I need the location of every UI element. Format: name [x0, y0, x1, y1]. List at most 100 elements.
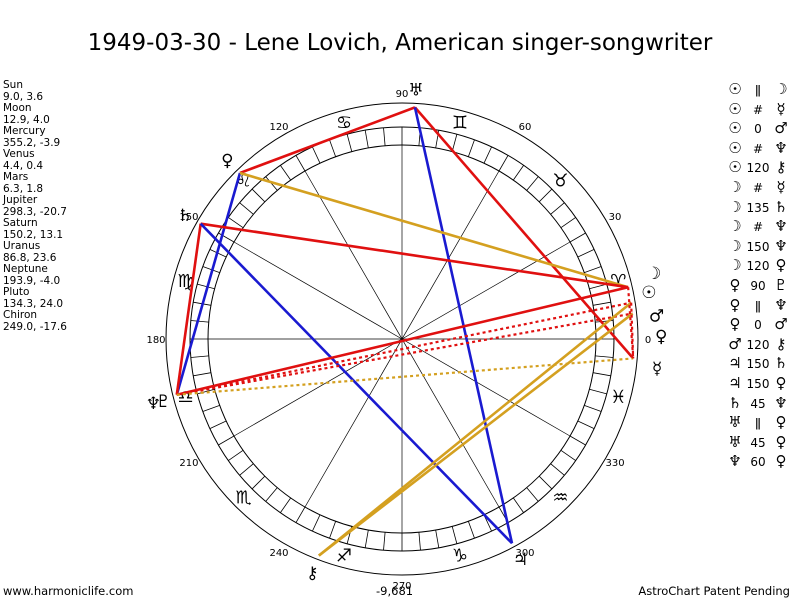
center-value: -9,681	[376, 584, 414, 598]
degree-tick	[512, 497, 524, 513]
aspect-row: ♀ ǁ ♆	[724, 296, 792, 316]
degree-tick	[538, 475, 553, 490]
planet-name-pluto: Pluto	[3, 286, 30, 298]
aspect-line	[318, 301, 632, 557]
degree-tick	[569, 232, 586, 243]
aspect-symbol: 120	[746, 259, 770, 274]
degree-tick	[435, 529, 440, 548]
aspect-planet-glyph: ♂	[728, 334, 742, 353]
aspect-planet-glyph: ⚷	[775, 158, 787, 177]
aspect-planet-glyph: ♅	[728, 432, 742, 451]
moon-glyph: ☽	[646, 264, 661, 284]
outer-circle	[165, 102, 639, 576]
aspect-line	[413, 106, 635, 360]
planet-name-uranus: Uranus	[3, 240, 41, 252]
degree-tick	[589, 388, 607, 395]
aspect-planet-glyph: ☽	[728, 197, 742, 216]
aspect-line	[200, 222, 629, 289]
degree-label: 330	[605, 458, 624, 469]
aspect-symbol: #	[752, 180, 764, 195]
aspect-planet-glyph: ♀	[775, 256, 787, 275]
aspect-row: ♃ 150 ♀	[724, 374, 792, 394]
aspect-line	[176, 357, 634, 396]
aspect-line	[199, 222, 513, 545]
degree-tick	[202, 404, 220, 412]
aspect-planet-glyph: ♄	[774, 197, 788, 216]
degree-tick	[228, 449, 244, 461]
zodiac-sign-glyph: ♑	[452, 545, 468, 566]
degree-tick	[239, 202, 254, 215]
aspect-line	[175, 223, 202, 395]
zodiac-sign-glyph: ♏	[236, 487, 252, 508]
degree-tick	[265, 487, 278, 502]
aspect-symbol: 150	[746, 357, 770, 372]
planet-values-venus: 4.4, 0.4	[3, 159, 44, 172]
aspect-row: ☉ 120 ⚷	[724, 158, 792, 178]
degree-label: 270	[392, 581, 411, 592]
degree-label: 300	[515, 548, 534, 559]
aspect-planet-glyph: ♄	[774, 354, 788, 373]
website-link[interactable]: www.harmoniclife.com	[3, 584, 134, 598]
aspect-planet-glyph: ☉	[728, 80, 742, 98]
planet-values-saturn: 150.2, 13.1	[3, 228, 64, 241]
aspect-symbol: ǁ	[755, 416, 761, 431]
jupiter-glyph: ♃	[513, 550, 528, 570]
degree-tick	[451, 526, 458, 544]
aspect-line	[239, 106, 416, 175]
aspect-row: ☽ 150 ♆	[724, 237, 792, 257]
planet-values-neptune: 193.9, -4.0	[3, 274, 61, 287]
aspect-planet-glyph: ♀	[729, 315, 741, 334]
planet-values-sun: 9.0, 3.6	[3, 90, 44, 103]
degree-tick	[569, 435, 586, 446]
aspect-symbol: 60	[750, 455, 766, 470]
aspect-row: ☽ 120 ♀	[724, 256, 792, 276]
aspect-planet-glyph: ☿	[776, 177, 786, 196]
aspect-planet-glyph: ♀	[729, 275, 741, 294]
aspect-planet-glyph: ♀	[729, 295, 741, 314]
planet-name-neptune: Neptune	[3, 263, 48, 275]
aspect-planet-glyph: ☉	[728, 99, 742, 118]
aspect-planet-glyph: ♀	[775, 432, 787, 451]
planet-name-jupiter: Jupiter	[3, 194, 38, 206]
aspect-planet-glyph: ☿	[776, 99, 786, 118]
aspect-line	[175, 172, 242, 396]
aspect-row: ♃ 150 ♄	[724, 354, 792, 374]
aspect-symbol: 45	[750, 396, 766, 411]
degree-tick	[329, 139, 337, 157]
degree-tick	[512, 165, 524, 181]
degree-tick	[577, 249, 595, 258]
aspect-row: ☽ 135 ♄	[724, 198, 792, 218]
degree-tick	[190, 355, 209, 358]
zodiac-sign-glyph: ♒	[552, 487, 568, 508]
zodiac-sign-glyph: ♐	[336, 545, 352, 566]
degree-tick	[526, 176, 539, 191]
planet-values-uranus: 86.8, 23.6	[3, 251, 57, 264]
chiron-glyph: ⚷	[306, 563, 318, 583]
aspect-symbol: 0	[754, 122, 762, 137]
aspect-symbol: 135	[746, 200, 770, 215]
planet-name-moon: Moon	[3, 102, 32, 114]
degree-tick	[312, 146, 321, 164]
aspect-planet-glyph: ♆	[774, 236, 788, 255]
aspect-line	[176, 312, 633, 396]
aspect-symbol: 150	[746, 376, 770, 391]
degree-tick	[251, 188, 266, 203]
uranus-glyph: ♅	[408, 80, 423, 100]
degree-tick	[592, 372, 611, 377]
degree-tick	[190, 320, 209, 323]
degree-tick	[592, 301, 611, 306]
aspect-symbol: #	[752, 141, 764, 156]
aspect-planet-glyph: ☽	[774, 80, 788, 98]
degree-tick	[584, 266, 602, 274]
aspect-symbol: ǁ	[755, 298, 761, 313]
degree-label: 180	[146, 335, 165, 346]
aspect-planet-glyph: ☽	[728, 217, 742, 236]
degree-tick	[295, 506, 306, 523]
aspect-planet-glyph: ☉	[728, 138, 742, 157]
degree-tick	[295, 155, 306, 172]
aspect-planet-glyph: ♆	[774, 138, 788, 157]
degree-tick	[467, 521, 475, 539]
chart-title: 1949-03-30 - Lene Lovich, American singe…	[87, 30, 713, 56]
degree-tick	[550, 463, 565, 476]
